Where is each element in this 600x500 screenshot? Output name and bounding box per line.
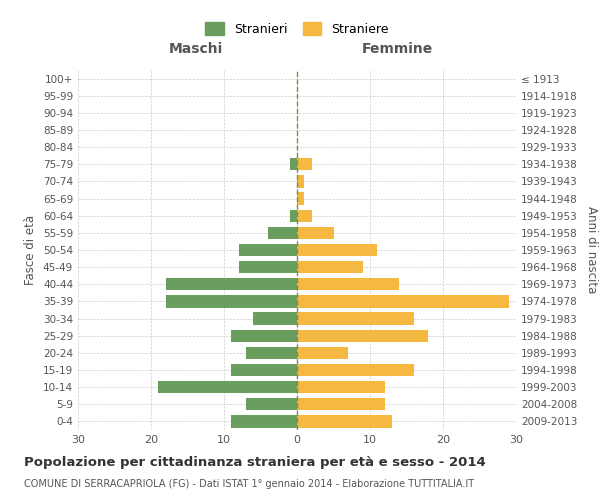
Bar xyxy=(297,381,385,394)
Text: Popolazione per cittadinanza straniera per età e sesso - 2014: Popolazione per cittadinanza straniera p… xyxy=(24,456,486,469)
Bar xyxy=(297,244,377,256)
Text: Maschi: Maschi xyxy=(169,42,223,56)
Bar xyxy=(297,364,414,376)
Bar xyxy=(297,330,428,342)
Bar xyxy=(232,364,297,376)
Y-axis label: Fasce di età: Fasce di età xyxy=(25,215,37,285)
Bar xyxy=(297,210,311,222)
Bar xyxy=(253,312,297,324)
Bar xyxy=(297,176,304,188)
Bar xyxy=(297,296,509,308)
Bar xyxy=(246,346,297,359)
Bar xyxy=(297,158,311,170)
Bar xyxy=(232,416,297,428)
Bar xyxy=(232,330,297,342)
Bar xyxy=(297,346,348,359)
Text: Femmine: Femmine xyxy=(362,42,433,56)
Bar xyxy=(297,398,385,410)
Bar xyxy=(297,226,334,239)
Text: COMUNE DI SERRACAPRIOLA (FG) - Dati ISTAT 1° gennaio 2014 - Elaborazione TUTTITA: COMUNE DI SERRACAPRIOLA (FG) - Dati ISTA… xyxy=(24,479,474,489)
Bar xyxy=(268,226,297,239)
Bar xyxy=(297,312,414,324)
Bar xyxy=(239,261,297,274)
Legend: Stranieri, Straniere: Stranieri, Straniere xyxy=(202,18,392,40)
Bar xyxy=(297,261,362,274)
Bar xyxy=(297,278,399,290)
Bar xyxy=(166,296,297,308)
Bar xyxy=(297,192,304,204)
Bar xyxy=(290,210,297,222)
Bar xyxy=(290,158,297,170)
Y-axis label: Anni di nascita: Anni di nascita xyxy=(586,206,598,294)
Bar xyxy=(158,381,297,394)
Bar xyxy=(166,278,297,290)
Bar xyxy=(297,416,392,428)
Bar xyxy=(239,244,297,256)
Bar xyxy=(246,398,297,410)
